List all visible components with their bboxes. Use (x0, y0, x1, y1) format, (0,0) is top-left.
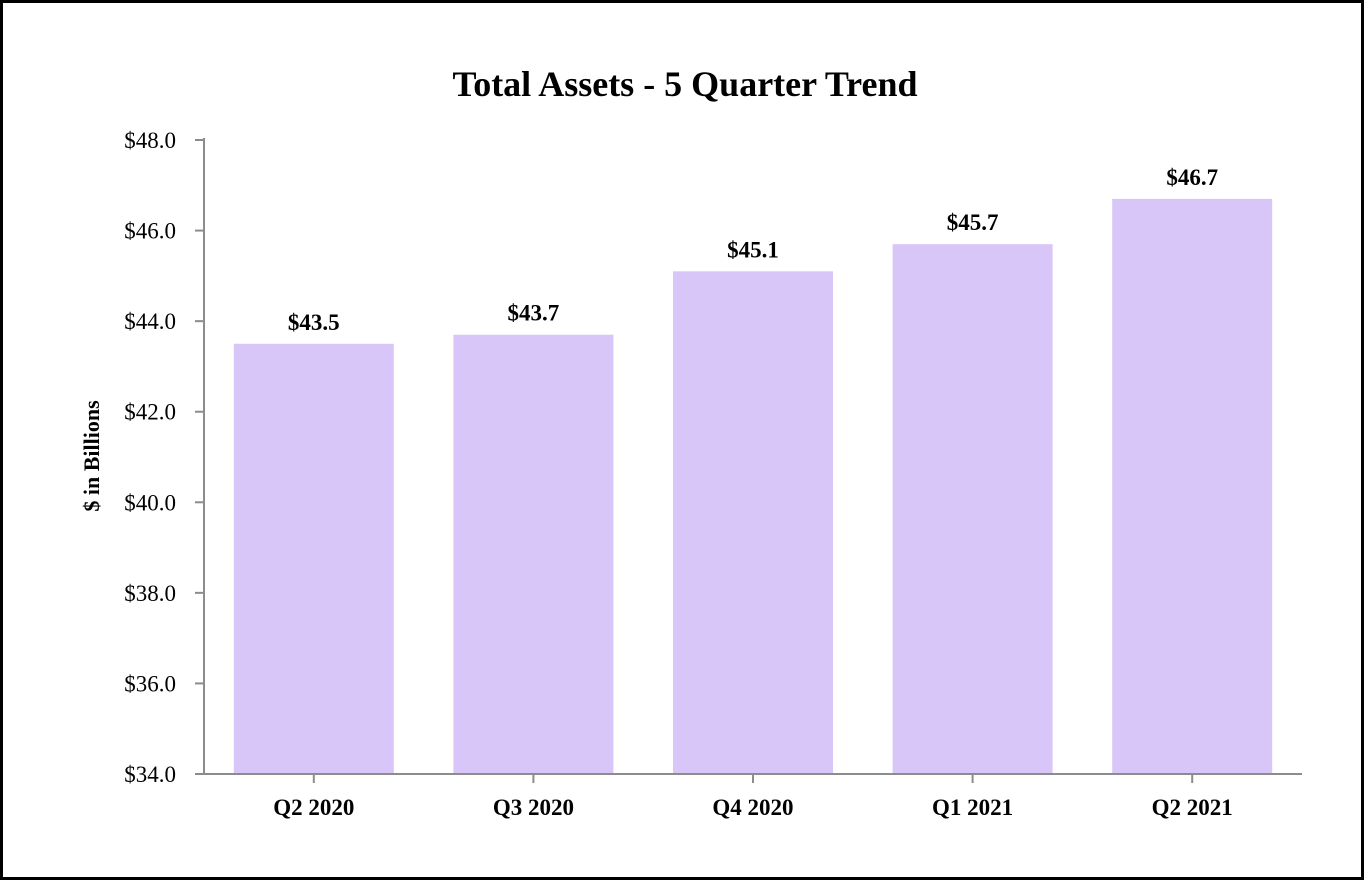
y-tick-label: $38.0 (124, 581, 176, 606)
data-label: $46.7 (1166, 165, 1218, 190)
y-tick-label: $36.0 (124, 671, 176, 696)
y-tick-label: $44.0 (124, 309, 176, 334)
x-tick-label: Q4 2020 (712, 795, 793, 820)
x-tick-label: Q3 2020 (493, 795, 574, 820)
chart-title: Total Assets - 5 Quarter Trend (452, 64, 917, 104)
y-tick-label: $46.0 (124, 219, 176, 244)
x-tick-label: Q2 2020 (273, 795, 354, 820)
bar-q1-2021 (892, 244, 1053, 774)
data-label: $45.7 (947, 210, 999, 235)
x-tick-label: Q2 2021 (1152, 795, 1233, 820)
y-tick-label: $34.0 (124, 762, 176, 787)
y-axis-label: $ in Billions (79, 400, 104, 512)
x-tick-label: Q1 2021 (932, 795, 1013, 820)
x-axis: Q2 2020 Q3 2020 Q4 2020 Q1 2021 Q2 2021 (204, 773, 1302, 820)
bars-group (233, 198, 1273, 774)
data-labels-group: $43.5 $43.7 $45.1 $45.7 $46.7 (288, 165, 1218, 335)
data-label: $43.7 (508, 301, 560, 326)
bar-q2-2021 (1112, 198, 1273, 774)
data-label: $43.5 (288, 310, 340, 335)
bar-q3-2020 (453, 334, 614, 774)
bar-q2-2020 (233, 343, 394, 774)
y-tick-label: $40.0 (124, 490, 176, 515)
y-axis: $34.0 $36.0 $38.0 $40.0 $42.0 $44.0 $46.0 $48.0 (124, 128, 205, 787)
bar-chart: Total Assets - 5 Quarter Trend $ in Bill… (79, 64, 1302, 820)
data-label: $45.1 (727, 237, 779, 262)
y-tick-label: $42.0 (124, 400, 176, 425)
y-tick-label: $48.0 (124, 128, 176, 153)
bar-q4-2020 (673, 271, 833, 774)
